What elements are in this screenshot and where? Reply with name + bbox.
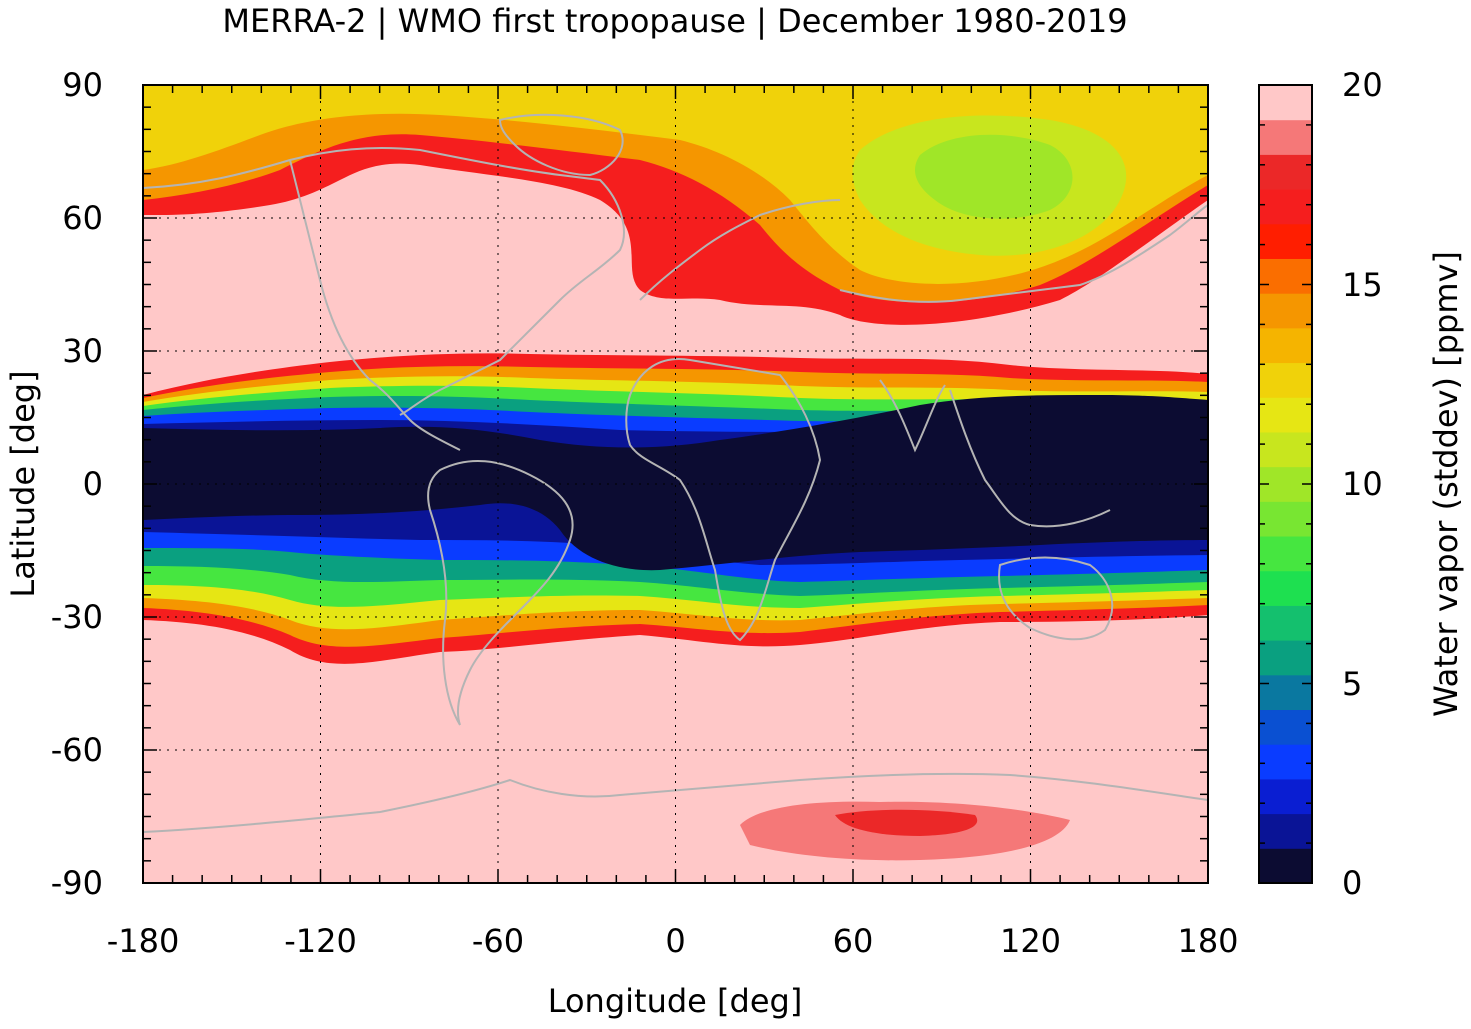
y-tick-label: 90 [62, 66, 103, 104]
colorbar-band [1259, 848, 1312, 884]
coastline-north-america-west [289, 159, 461, 451]
colorbar-band [1259, 501, 1312, 537]
colorbar-band [1259, 362, 1312, 398]
coastline-greenland [498, 113, 624, 177]
colorbar-ticks [1259, 84, 1312, 884]
x-tick-label: -120 [284, 922, 357, 960]
map-minor-ticks [142, 84, 1209, 884]
y-tick-label: -30 [51, 598, 103, 636]
x-tick-label: -180 [107, 922, 180, 960]
coastline-asia [839, 204, 1208, 303]
colorbar-tick-label: 5 [1342, 665, 1362, 703]
colorbar-label: Water vapor (stddev) [ppmv] [1427, 251, 1465, 717]
colorbar-band [1259, 570, 1312, 606]
colorbar-band [1259, 293, 1312, 329]
colorbar-band [1259, 813, 1312, 849]
x-axis-label: Longitude [deg] [548, 982, 803, 1020]
colorbar-band [1259, 674, 1312, 711]
colorbar-band [1259, 327, 1312, 364]
y-tick-label: 30 [62, 332, 103, 370]
coastline-north-america [143, 147, 625, 416]
x-tick-label: 60 [833, 922, 874, 960]
y-tick-labels: 90 60 30 0 -30 -60 -90 [51, 66, 103, 902]
water-vapor-map [143, 85, 1208, 883]
colorbar-band [1259, 397, 1312, 433]
colorbar-band [1259, 258, 1312, 294]
coastline-africa [625, 358, 822, 642]
figure-title: MERRA-2 | WMO first tropopause | Decembe… [222, 2, 1127, 40]
colorbar: 0 5 10 15 20 Water vapor (stddev) [ppmv] [1258, 66, 1465, 902]
colorbar-tick-label: 10 [1342, 465, 1383, 503]
coastline-antarctica [143, 772, 1208, 833]
tropic-core [143, 395, 1208, 571]
coastline-india [879, 379, 946, 453]
colorbar-tick-label: 15 [1342, 266, 1383, 304]
colorbar-band [1259, 85, 1312, 121]
colorbar-band [1259, 536, 1312, 572]
coastlines [143, 113, 1208, 833]
colorbar-band [1259, 744, 1312, 780]
colorbar-tick-label: 0 [1342, 864, 1362, 902]
coastline-southeast-asia [949, 389, 1111, 528]
x-tick-label: -60 [472, 922, 524, 960]
antarctic-core [835, 809, 978, 836]
y-tick-label: 60 [62, 199, 103, 237]
colorbar-tick-label: 20 [1342, 66, 1383, 104]
colorbar-band [1259, 605, 1312, 641]
x-tick-label: 180 [1177, 922, 1238, 960]
x-tick-label: 120 [1000, 922, 1061, 960]
colorbar-band [1259, 154, 1312, 190]
x-tick-label: 0 [665, 922, 685, 960]
coastline-south-america [427, 459, 574, 726]
y-tick-label: -60 [51, 731, 103, 769]
y-axis-label: Latitude [deg] [4, 370, 42, 597]
grid [143, 85, 1208, 883]
x-tick-labels: -180 -120 -60 0 60 120 180 [107, 922, 1239, 960]
colorbar-tick-labels: 0 5 10 15 20 [1342, 66, 1383, 902]
colorbar-band [1259, 119, 1312, 155]
colorbar-band [1259, 709, 1312, 745]
coastline-europe [639, 199, 841, 301]
y-tick-label: 0 [83, 465, 103, 503]
colorbar-band [1259, 189, 1312, 225]
siberia-green [915, 134, 1073, 219]
y-tick-label: -90 [51, 864, 103, 902]
colorbar-band [1259, 640, 1312, 676]
colorbar-band [1259, 431, 1312, 468]
colorbar-band [1259, 223, 1312, 259]
colorbar-band [1259, 778, 1312, 815]
